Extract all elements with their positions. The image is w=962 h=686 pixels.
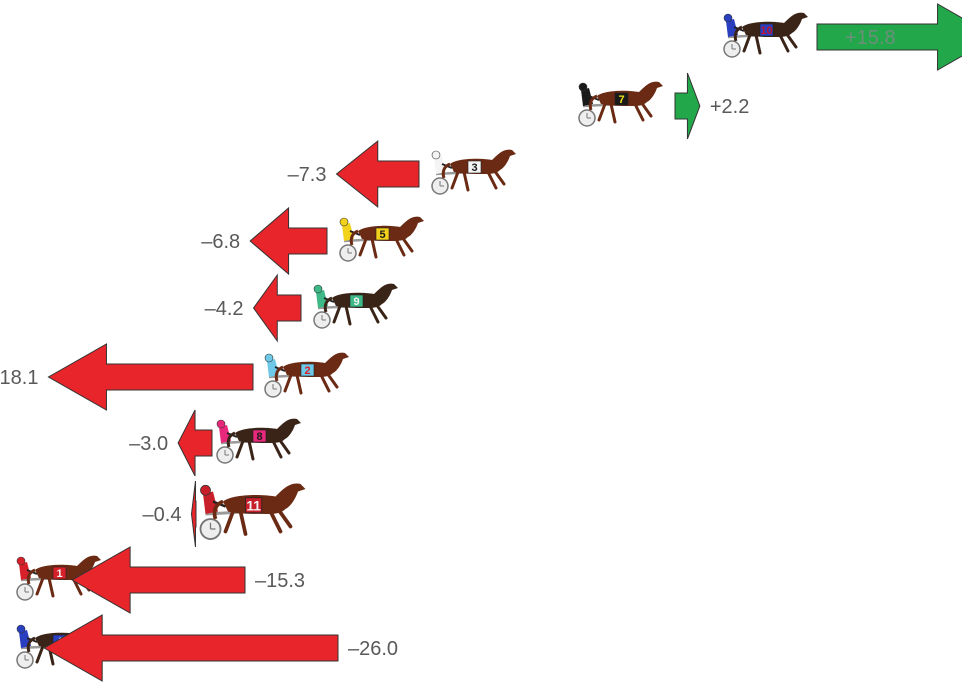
horse-body: [332, 283, 398, 308]
horse-tail: [26, 568, 36, 585]
horse-body: [742, 12, 808, 37]
driver-helmet: [578, 82, 588, 92]
driver-helmet: [16, 624, 26, 634]
horse-legs: [35, 574, 91, 598]
horse-legs: [450, 168, 506, 192]
change-label-4: –26.0: [348, 638, 398, 660]
horse-markers: 107359281114: [16, 12, 808, 669]
change-label-2: –18.1: [0, 367, 38, 389]
saddle-cloth: [375, 227, 390, 241]
horse-tail: [733, 25, 743, 42]
change-label-5: –6.8: [201, 231, 240, 253]
change-arrow-11: [190, 480, 197, 548]
change-label-1: –15.3: [255, 570, 305, 592]
horse-marker-7: 7: [578, 81, 663, 127]
horse-marker-5: 5: [339, 216, 424, 262]
driver-helmet: [16, 556, 26, 566]
horse-number: 7: [618, 94, 624, 106]
saddle-cloth: [759, 23, 774, 37]
horse-number: 5: [379, 229, 385, 241]
saddle-cloth: [349, 294, 364, 308]
horse-number: 11: [246, 498, 261, 513]
horse-legs: [223, 507, 293, 536]
horse-number: 3: [471, 162, 477, 174]
driver-helmet: [200, 484, 211, 496]
change-arrow-4: [43, 614, 339, 682]
horse-number: 1: [56, 568, 62, 580]
horse-tail: [226, 431, 236, 448]
driver-helmet: [431, 150, 441, 160]
horse-body: [358, 216, 424, 241]
horse-legs: [235, 437, 291, 461]
driver-helmet: [216, 419, 226, 429]
change-label-3: –7.3: [288, 164, 327, 186]
horse-tail: [441, 162, 451, 179]
horse-number: 2: [304, 365, 310, 377]
horse-marker-10: 10: [723, 12, 808, 58]
saddle-cloth: [52, 566, 67, 580]
driver-helmet: [313, 284, 323, 294]
change-arrow-7: [674, 72, 701, 140]
saddle-cloth: [252, 429, 267, 443]
horse-marker-3: 3: [431, 149, 516, 195]
change-label-8: –3.0: [129, 433, 168, 455]
horse-number: 8: [256, 431, 262, 443]
horse-tail: [212, 499, 224, 520]
change-arrow-9: [252, 273, 302, 343]
horse-body: [223, 483, 306, 514]
horse-legs: [742, 31, 798, 55]
change-arrow-10: [816, 3, 962, 71]
horse-number: 9: [353, 296, 359, 308]
driver-helmet: [723, 13, 733, 23]
horse-tail: [274, 365, 284, 382]
horse-number: 10: [760, 25, 772, 37]
horse-tail: [588, 94, 598, 111]
horse-body: [235, 418, 301, 443]
horse-body: [450, 149, 516, 174]
saddle-cloth: [467, 160, 482, 174]
horse-tail: [323, 296, 333, 313]
horse-legs: [283, 371, 339, 395]
horse-tail: [26, 636, 36, 653]
change-label-9: –4.2: [205, 298, 244, 320]
change-labels: +15.8 +2.2 –7.3 –6.8 –4.2 –18.1 –3.0 –0.4 –15.3 –…: [0, 27, 896, 660]
horse-marker-11: 11: [199, 483, 306, 540]
horse-marker-9: 9: [313, 283, 398, 329]
horse-legs: [332, 302, 388, 326]
horse-marker-8: 8: [216, 418, 301, 464]
horse-body: [597, 81, 663, 106]
horse-marker-2: 2: [264, 352, 349, 398]
change-arrow-3: [335, 139, 420, 209]
horse-tail: [349, 229, 359, 246]
change-label-7: +2.2: [710, 96, 749, 118]
change-arrow-5: [249, 206, 328, 276]
horse-body: [283, 352, 349, 377]
saddle-cloth: [245, 497, 263, 514]
driver-helmet: [264, 353, 274, 363]
horse-legs: [35, 642, 91, 666]
change-label-10: +15.8: [845, 27, 896, 49]
driver-helmet: [339, 217, 349, 227]
change-label-11: –0.4: [143, 504, 182, 526]
horse-legs: [597, 100, 653, 124]
change-arrow-1: [71, 546, 246, 614]
saddle-cloth: [300, 363, 315, 377]
change-arrow-2: [47, 343, 254, 411]
saddle-cloth: [614, 92, 629, 106]
horse-legs: [358, 235, 414, 259]
change-arrows: [43, 3, 962, 682]
change-arrow-8: [177, 409, 213, 477]
